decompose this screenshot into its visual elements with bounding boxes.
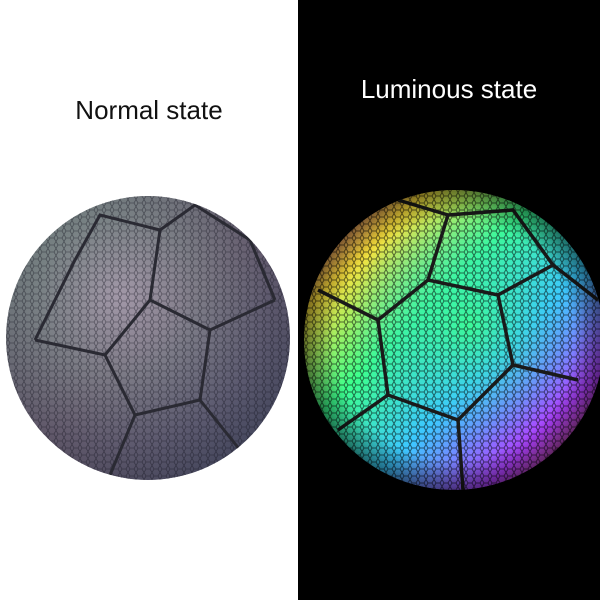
luminous-soccer-ball-image bbox=[304, 190, 600, 490]
normal-soccer-ball-image bbox=[6, 196, 290, 480]
normal-state-label: Normal state bbox=[75, 95, 223, 125]
luminous-state-panel: Luminous state bbox=[298, 0, 600, 600]
luminous-state-label: Luminous state bbox=[360, 74, 538, 104]
normal-state-panel: Normal state bbox=[0, 0, 298, 600]
